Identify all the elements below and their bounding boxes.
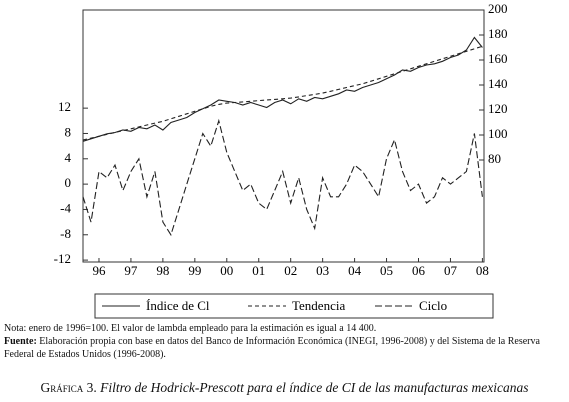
x-tick-label: 00 (220, 263, 233, 278)
x-tick-label: 07 (444, 263, 458, 278)
y2-tick-label: 180 (488, 26, 508, 41)
x-tick-label: 98 (156, 263, 169, 278)
x-tick-label: 02 (284, 263, 297, 278)
y2-tick-label: 160 (488, 51, 508, 66)
legend-label: Índice de Cl (146, 298, 210, 313)
legend-label: Ciclo (419, 298, 447, 313)
y-tick-label: 4 (65, 150, 72, 165)
y-tick-label: -4 (60, 200, 71, 215)
x-tick-label: 99 (188, 263, 201, 278)
source-text: Elaboración propia con base en datos del… (4, 336, 540, 360)
x-tick-label: 03 (316, 263, 329, 278)
y2-tick-label: 100 (488, 126, 508, 141)
caption-text: Filtro de Hodrick-Prescott para el índic… (100, 380, 529, 395)
plot-frame (82, 9, 485, 263)
series-line (82, 118, 483, 237)
y2-tick-label: 80 (488, 151, 501, 166)
note: Nota: enero de 1996=100. El valor de lam… (4, 323, 377, 334)
y2-tick-label: 140 (488, 76, 508, 91)
x-tick-label: 05 (380, 263, 393, 278)
x-tick-label: 96 (92, 263, 106, 278)
source-label: Fuente: (4, 336, 37, 347)
y2-tick-label: 120 (488, 101, 508, 116)
x-tick-label: 08 (476, 263, 489, 278)
y-tick-label: -8 (60, 226, 71, 241)
legend-label: Tendencia (292, 298, 345, 313)
source: Fuente: Elaboración propia con base en d… (4, 335, 564, 361)
y-tick-label: -12 (54, 251, 71, 266)
caption: Gráfica 3. Filtro de Hodrick-Prescott pa… (0, 380, 569, 396)
series-line (82, 45, 483, 141)
y-tick-label: 12 (58, 99, 71, 114)
x-tick-label: 97 (124, 263, 138, 278)
legend-box (94, 293, 494, 319)
y2-tick-label: 200 (488, 1, 508, 16)
x-tick-label: 01 (252, 263, 265, 278)
y-tick-label: 0 (65, 175, 72, 190)
x-tick-label: 04 (348, 263, 362, 278)
caption-label: Gráfica 3. (40, 380, 97, 395)
y-tick-label: 8 (65, 124, 72, 139)
series-line (82, 36, 483, 142)
notes: Nota: enero de 1996=100. El valor de lam… (4, 322, 564, 361)
x-tick-label: 06 (412, 263, 426, 278)
